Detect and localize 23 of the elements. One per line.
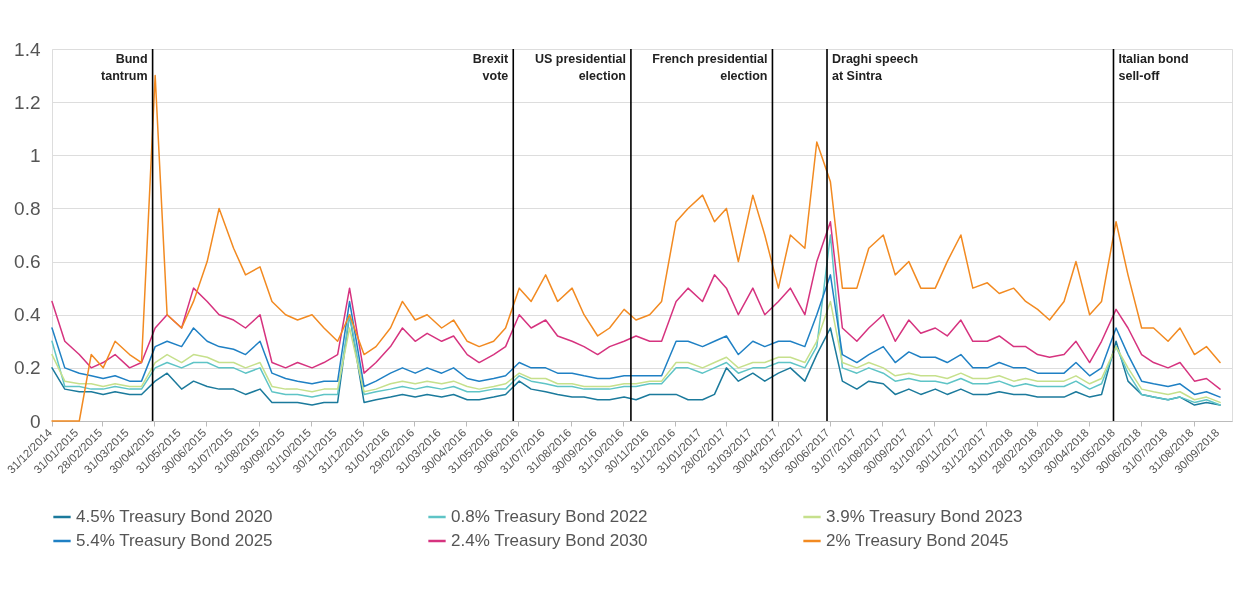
legend-label: 4.5% Treasury Bond 2020	[76, 507, 273, 526]
y-tick-label: 1	[29, 144, 41, 166]
legend-label: 0.8% Treasury Bond 2022	[451, 507, 648, 526]
line-series	[51, 234, 1221, 406]
y-tick-label: 0.8	[14, 197, 41, 219]
y-tick-label: 0	[29, 410, 41, 432]
ref-line-label: Bund tantrum	[101, 52, 148, 83]
ref-line-label: Italian bond sell-off	[1118, 52, 1189, 83]
line-series	[51, 220, 1221, 390]
ref-line-label: Draghi speech at Sintra	[832, 52, 919, 83]
legend-label: 3.9% Treasury Bond 2023	[826, 507, 1023, 526]
legend-label: 2% Treasury Bond 2045	[826, 531, 1009, 550]
y-tick-label: 1.4	[14, 38, 41, 60]
legend-label: 5.4% Treasury Bond 2025	[76, 531, 273, 550]
y-tick-label: 0.2	[14, 357, 41, 379]
ref-line-label: French presidential election	[652, 52, 768, 83]
ref-line-label: US presidential election	[534, 52, 626, 83]
y-tick-label: 0.4	[14, 304, 41, 326]
y-tick-label: 1.2	[14, 91, 41, 113]
line-series	[51, 274, 1221, 398]
legend-label: 2.4% Treasury Bond 2030	[451, 531, 648, 550]
ref-line-label: Brexit vote	[472, 52, 510, 83]
y-tick-label: 0.6	[14, 251, 41, 273]
